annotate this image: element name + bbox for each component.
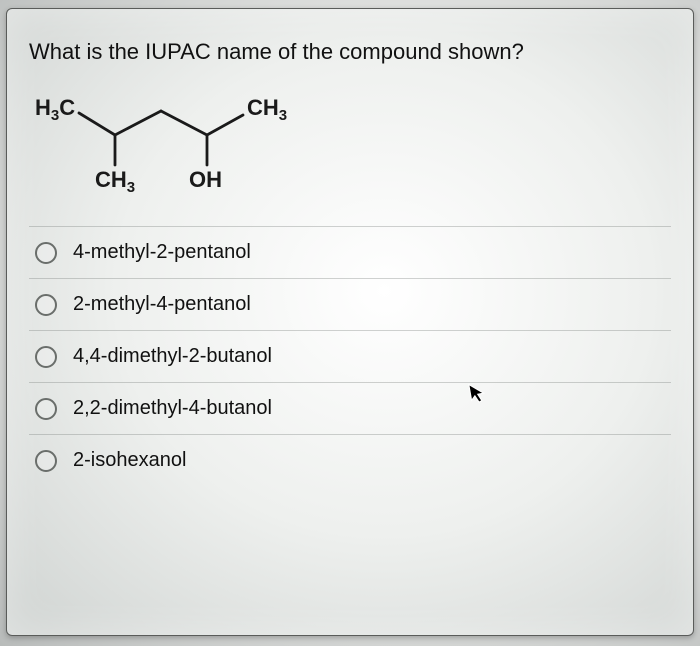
radio-icon: [35, 398, 57, 420]
radio-icon: [35, 294, 57, 316]
option-3[interactable]: 2,2-dimethyl-4-butanol: [29, 382, 671, 434]
option-0[interactable]: 4-methyl-2-pentanol: [29, 226, 671, 278]
options-list: 4-methyl-2-pentanol 2-methyl-4-pentanol …: [29, 226, 671, 486]
question-card: What is the IUPAC name of the compound s…: [6, 8, 694, 636]
chemical-structure: H3C CH3 CH3 OH: [33, 93, 313, 193]
radio-icon: [35, 242, 57, 264]
option-label: 4-methyl-2-pentanol: [73, 241, 251, 264]
svg-text:H3C: H3C: [35, 95, 75, 124]
svg-text:CH3: CH3: [247, 95, 287, 124]
option-label: 2-methyl-4-pentanol: [73, 293, 251, 316]
question-text: What is the IUPAC name of the compound s…: [29, 39, 671, 65]
option-label: 2,2-dimethyl-4-butanol: [73, 397, 272, 420]
option-2[interactable]: 4,4-dimethyl-2-butanol: [29, 330, 671, 382]
option-label: 2-isohexanol: [73, 449, 186, 472]
radio-icon: [35, 450, 57, 472]
svg-text:CH3: CH3: [95, 167, 135, 193]
option-1[interactable]: 2-methyl-4-pentanol: [29, 278, 671, 330]
option-label: 4,4-dimethyl-2-butanol: [73, 345, 272, 368]
svg-text:OH: OH: [189, 167, 222, 192]
radio-icon: [35, 346, 57, 368]
option-4[interactable]: 2-isohexanol: [29, 434, 671, 486]
